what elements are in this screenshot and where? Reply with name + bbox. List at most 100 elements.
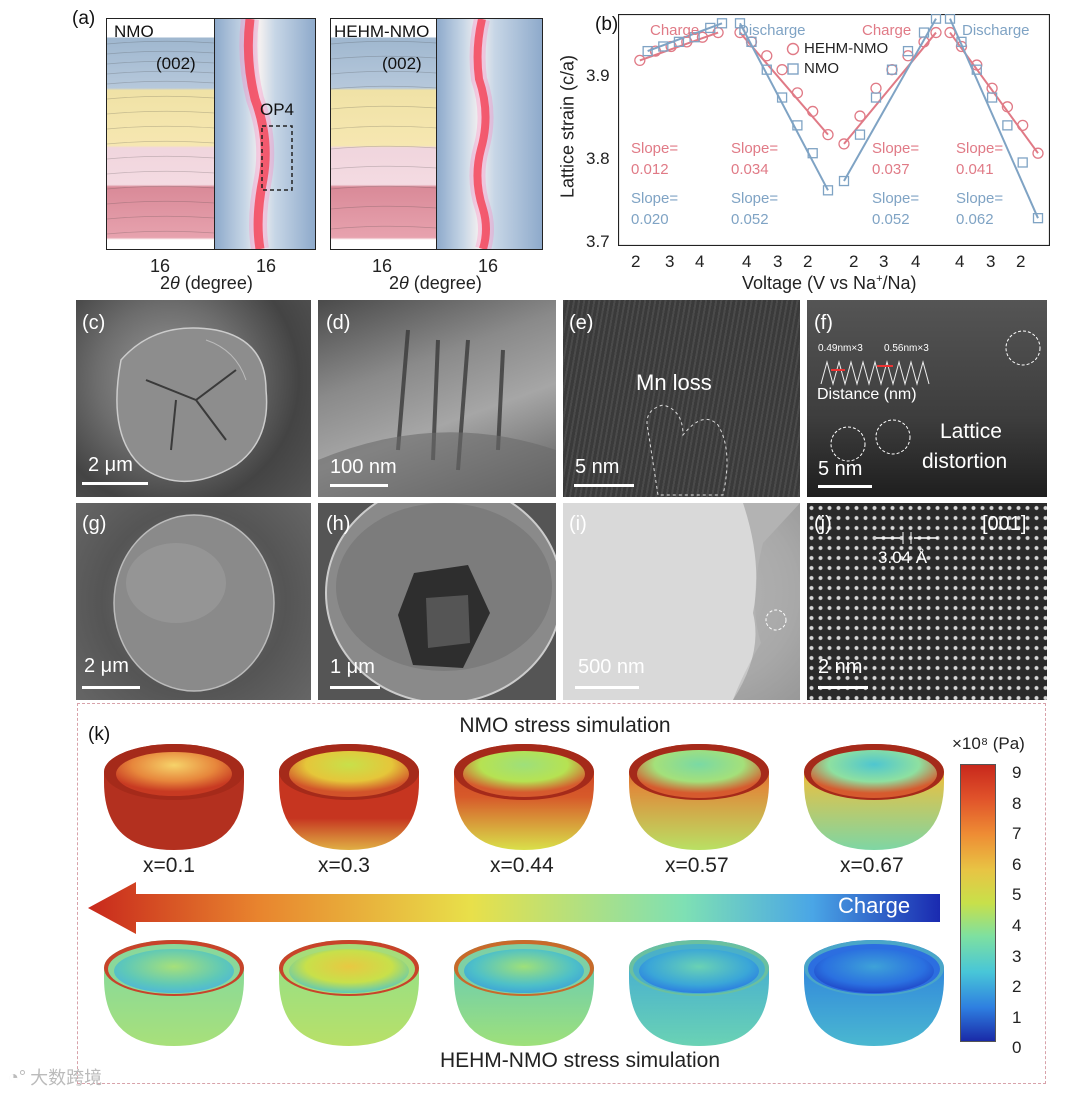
data-point-NMO-3-4 bbox=[1002, 120, 1013, 131]
data-point-NMO-1-2 bbox=[761, 64, 772, 75]
data-point-NMO-0-3 bbox=[689, 32, 700, 43]
data-point-NMO-3-5 bbox=[1017, 157, 1028, 168]
data-point-NMO-2-2 bbox=[870, 92, 882, 103]
label-i: (i) bbox=[569, 513, 587, 535]
scale-f: 5 nm bbox=[818, 458, 863, 480]
nmo-hemispheres bbox=[104, 744, 944, 850]
data-point-NMO-1-5 bbox=[807, 148, 818, 159]
data-point-HEHM-NMO-3-0 bbox=[944, 26, 956, 39]
b-xtick-4: 4 bbox=[742, 252, 752, 271]
data-point-NMO-1-0 bbox=[734, 18, 746, 29]
x-label-5: x=0.67 bbox=[840, 854, 904, 877]
scalebar-g bbox=[82, 686, 140, 689]
label-c: (c) bbox=[82, 312, 106, 334]
b-xlabel: Voltage (V vs Na+/Na) bbox=[742, 273, 917, 293]
legend-nmo: NMO bbox=[786, 60, 839, 77]
fit-line-NMO-1 bbox=[739, 22, 829, 191]
stress-colorbar bbox=[960, 764, 996, 1042]
data-point-NMO-2-6 bbox=[930, 14, 942, 24]
x-label-1: x=0.1 bbox=[143, 854, 195, 877]
data-point-NMO-1-3 bbox=[776, 92, 788, 103]
panel-k-label: (k) bbox=[88, 724, 111, 745]
b-discharge-2: Discharge bbox=[962, 22, 1030, 39]
sem-image-h bbox=[318, 503, 556, 700]
data-point-HEHM-NMO-1-3 bbox=[776, 64, 788, 76]
data-point-NMO-2-0 bbox=[838, 175, 850, 187]
cb-tick-3: 3 bbox=[1012, 946, 1022, 966]
a-tick-2: 16 bbox=[256, 256, 277, 276]
hehm-hemispheres bbox=[104, 940, 944, 1046]
b-ytick-2: 3.8 bbox=[586, 149, 610, 168]
cb-tick-8: 8 bbox=[1012, 793, 1022, 813]
data-point-HEHM-NMO-2-6 bbox=[930, 26, 942, 39]
data-point-NMO-1-4 bbox=[792, 120, 803, 131]
data-point-NMO-3-1 bbox=[956, 36, 967, 47]
hehm-waterfall-plot bbox=[330, 18, 438, 250]
zone-axis-label: [001] bbox=[982, 513, 1027, 535]
nmo-sim-title: NMO stress simulation bbox=[459, 714, 671, 737]
b-charge-2: Charge bbox=[862, 22, 912, 39]
b-xtick-3: 4 bbox=[695, 252, 705, 271]
cb-tick-9: 9 bbox=[1012, 763, 1022, 782]
nmo-contour-map bbox=[214, 18, 316, 250]
b-xtick-2: 3 bbox=[665, 252, 675, 271]
a-tick-1: 16 bbox=[150, 256, 171, 276]
label-j: (j) bbox=[814, 513, 832, 535]
fit-line-HEHM-NMO-2 bbox=[843, 31, 937, 145]
scale-j: 2 nm bbox=[818, 656, 863, 678]
slope-nmo-2: Slope= 0.052 bbox=[731, 190, 779, 228]
scale-e: 5 nm bbox=[575, 456, 620, 478]
slope-nmo-1: Slope= 0.020 bbox=[631, 190, 679, 228]
label-d: (d) bbox=[326, 312, 351, 334]
slope-hehm-2: Slope= 0.034 bbox=[731, 140, 779, 178]
inset-distance-1: 0.49nm×3 bbox=[818, 343, 863, 354]
panel-a-label: (a) bbox=[72, 8, 96, 29]
label-g: (g) bbox=[82, 513, 107, 535]
scalebar-j bbox=[818, 686, 868, 689]
nmo-waterfall-plot bbox=[106, 18, 216, 250]
b-xtick-8: 3 bbox=[879, 252, 889, 271]
slope-hehm-1: Slope= 0.012 bbox=[631, 140, 679, 178]
data-point-HEHM-NMO-1-5 bbox=[807, 105, 819, 118]
hrtem-image-f bbox=[807, 300, 1047, 497]
legend-square-marker bbox=[787, 62, 799, 75]
cb-tick-7: 7 bbox=[1012, 824, 1022, 844]
legend-circle-marker bbox=[786, 42, 800, 55]
data-point-NMO-0-2 bbox=[673, 36, 685, 47]
legend-hehm: HEHM-NMO bbox=[786, 40, 888, 57]
scale-g: 2 μm bbox=[84, 655, 129, 677]
peak-002-label-nmo: (002) bbox=[156, 54, 196, 73]
data-point-HEHM-NMO-3-5 bbox=[1017, 119, 1029, 132]
slope-hehm-3: Slope= 0.037 bbox=[872, 140, 920, 178]
mn-loss-label: Mn loss bbox=[636, 370, 712, 395]
data-point-NMO-2-3 bbox=[886, 64, 898, 75]
b-xtick-6: 2 bbox=[803, 252, 813, 271]
x-label-2: x=0.3 bbox=[318, 854, 370, 877]
scale-i: 500 nm bbox=[578, 656, 645, 678]
data-point-NMO-0-4 bbox=[705, 22, 716, 34]
fit-line-NMO-0 bbox=[647, 22, 723, 53]
data-point-NMO-2-5 bbox=[918, 27, 930, 38]
lattice-spacing-label: 3.04 Å bbox=[878, 548, 928, 567]
data-point-NMO-0-0 bbox=[642, 45, 653, 57]
data-point-NMO-2-1 bbox=[854, 129, 866, 140]
data-point-HEHM-NMO-1-2 bbox=[761, 50, 773, 62]
b-ylabel: Lattice strain (c/a) bbox=[557, 54, 578, 199]
data-point-NMO-3-6 bbox=[1032, 213, 1044, 224]
fit-line-NMO-2 bbox=[843, 18, 937, 182]
data-point-HEHM-NMO-1-6 bbox=[822, 128, 834, 141]
hehm-sim-title: HEHM-NMO stress simulation bbox=[439, 1049, 721, 1072]
nmo-title: NMO bbox=[114, 22, 154, 41]
op4-label: OP4 bbox=[260, 100, 295, 119]
hehm-contour-map bbox=[436, 18, 543, 250]
cb-tick-6: 6 bbox=[1012, 854, 1022, 874]
cb-tick-0: 0 bbox=[1012, 1038, 1022, 1058]
data-point-NMO-1-1 bbox=[746, 36, 757, 47]
inset-distance-2: 0.56nm×3 bbox=[884, 343, 929, 354]
cb-tick-2: 2 bbox=[1012, 977, 1022, 997]
data-point-HEHM-NMO-3-6 bbox=[1032, 147, 1044, 159]
label-e: (e) bbox=[569, 312, 594, 334]
label-h: (h) bbox=[326, 513, 351, 535]
panel-b-label: (b) bbox=[595, 14, 619, 35]
slope-nmo-4: Slope= 0.062 bbox=[956, 190, 1004, 228]
